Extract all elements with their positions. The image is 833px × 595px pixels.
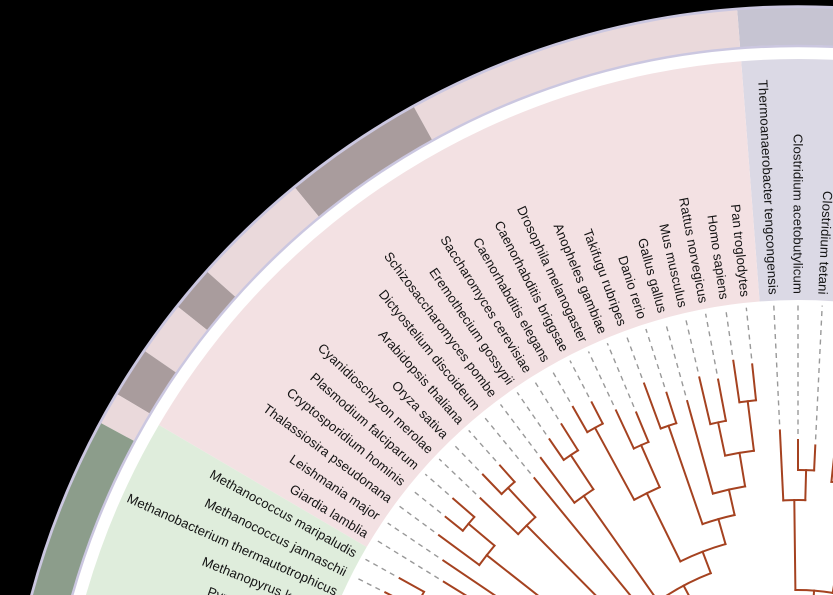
tree-node-arc bbox=[421, 590, 426, 595]
leaf-connector-5 bbox=[704, 313, 718, 374]
tree-branch bbox=[665, 391, 678, 425]
tree-branch bbox=[716, 421, 727, 457]
tree-branch bbox=[813, 444, 817, 472]
leaf-connector-4 bbox=[725, 310, 734, 355]
tree-branch bbox=[698, 376, 712, 426]
leaf-connector-16 bbox=[499, 403, 538, 454]
tree-branch bbox=[727, 488, 736, 517]
tree-branch bbox=[485, 553, 539, 595]
outer-band-segment-0 bbox=[737, 7, 833, 48]
tree-branch bbox=[746, 400, 756, 452]
tree-branch bbox=[444, 515, 465, 533]
tree-branch bbox=[525, 524, 597, 595]
leaf-connector-17 bbox=[483, 416, 532, 474]
tree-branch bbox=[682, 584, 690, 595]
tree-branch bbox=[778, 429, 785, 502]
outer-band-segment-8 bbox=[33, 423, 134, 595]
outer-band-segment-6 bbox=[117, 351, 176, 414]
tree-branch bbox=[701, 550, 713, 575]
tree-branch bbox=[437, 533, 481, 567]
tree-branch bbox=[479, 496, 520, 536]
outer-band-segment-4 bbox=[178, 272, 236, 330]
tree-branch bbox=[793, 498, 797, 592]
leaf-connector-23 bbox=[399, 505, 435, 533]
leaf-connector-12 bbox=[569, 360, 590, 398]
leaf-connector-27 bbox=[355, 576, 381, 591]
tree-node-arc bbox=[830, 480, 833, 483]
tree-branch bbox=[481, 473, 504, 496]
tree-branch bbox=[593, 426, 636, 502]
domain-wedge-archaea bbox=[86, 425, 367, 595]
leaf-connector-13 bbox=[551, 370, 571, 403]
tree-branch bbox=[571, 405, 589, 434]
outer-band-segment-5 bbox=[145, 307, 208, 373]
tree-branch bbox=[639, 443, 662, 489]
leaf-connector-18 bbox=[468, 429, 497, 462]
tree-branch bbox=[441, 559, 497, 595]
tree-branch bbox=[717, 517, 727, 546]
leaf-connector-10 bbox=[606, 342, 635, 408]
leaf-connector-7 bbox=[664, 322, 687, 396]
tree-branch bbox=[398, 576, 426, 594]
outer-band-segment-1 bbox=[414, 10, 741, 140]
tree-branch bbox=[634, 411, 650, 444]
leaf-connector-8 bbox=[645, 328, 666, 388]
domain-wedge-bacteria bbox=[741, 59, 833, 302]
tree-branch bbox=[614, 409, 636, 450]
leaf-connector-24 bbox=[387, 522, 439, 558]
tree-branch bbox=[532, 476, 632, 595]
tree-branch bbox=[548, 437, 566, 462]
tree-branch bbox=[451, 497, 476, 519]
leaf-connector-19 bbox=[453, 443, 480, 471]
leaf-connector-2 bbox=[773, 305, 781, 425]
leaf-connector-3 bbox=[745, 307, 753, 359]
tree-branch bbox=[645, 491, 682, 563]
tree-branch bbox=[685, 399, 715, 495]
tree-branch bbox=[582, 494, 655, 595]
leaf-connector-9 bbox=[625, 335, 643, 379]
band-inner-edge-line bbox=[71, 44, 833, 595]
tree-branch bbox=[732, 359, 741, 404]
outer-band-segment-2 bbox=[295, 107, 432, 217]
tree-branch bbox=[467, 522, 496, 548]
tree-branch bbox=[642, 382, 662, 430]
outer-band-segment-3 bbox=[207, 188, 319, 297]
outer-band-segment-7 bbox=[101, 394, 150, 441]
leaf-connector-0 bbox=[814, 305, 823, 440]
tree-branch bbox=[560, 422, 580, 452]
tree-branch bbox=[716, 378, 728, 422]
leaf-connector-20 bbox=[438, 458, 477, 495]
tree-branch bbox=[590, 400, 605, 425]
tree-branch bbox=[667, 424, 704, 526]
tree-branch bbox=[569, 453, 595, 491]
tree-branch bbox=[539, 456, 576, 505]
tree-branch bbox=[506, 486, 537, 519]
leaf-connector-25 bbox=[376, 539, 440, 580]
tree-branch bbox=[804, 469, 808, 502]
species-label-0[interactable]: Clostridium tetani bbox=[815, 191, 833, 295]
leaf-connector-11 bbox=[587, 351, 615, 406]
tree-branch bbox=[830, 457, 833, 483]
tree-branch bbox=[498, 464, 517, 484]
leaf-connector-14 bbox=[533, 380, 559, 420]
leaf-connector-22 bbox=[411, 489, 442, 514]
leaf-connector-15 bbox=[516, 392, 547, 435]
tree-branch bbox=[751, 363, 758, 402]
species-label-1[interactable]: Clostridium acetobutylicum bbox=[791, 134, 806, 294]
tree-branch bbox=[738, 451, 747, 488]
domain-wedge-eukaryota bbox=[158, 61, 760, 547]
